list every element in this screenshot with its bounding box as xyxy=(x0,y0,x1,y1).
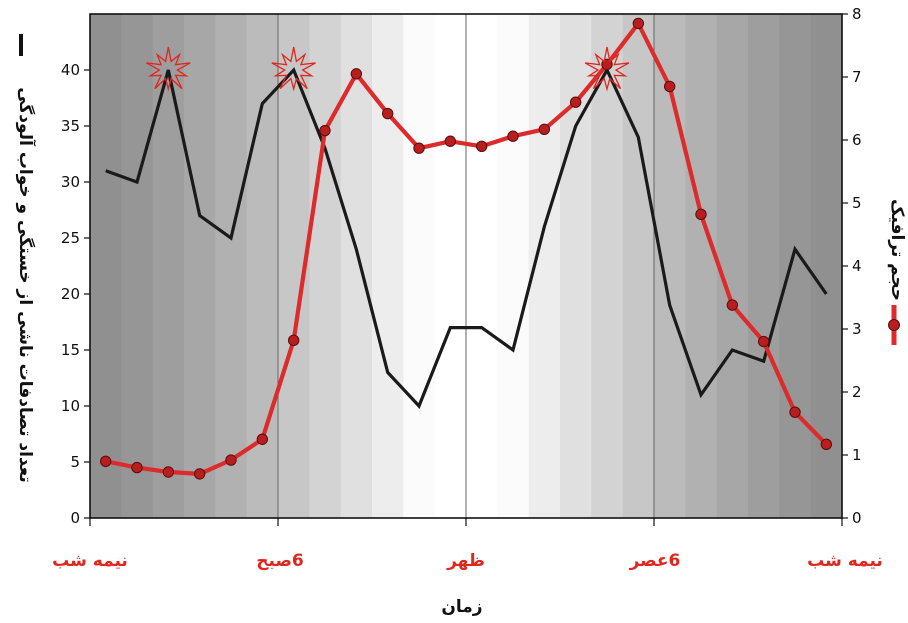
traffic-point xyxy=(820,438,833,450)
traffic-point xyxy=(538,123,551,135)
shade-band xyxy=(748,14,780,518)
peak-burst-icon xyxy=(584,46,630,92)
peak-burst-icon xyxy=(146,46,191,92)
shade-band xyxy=(121,14,154,518)
traffic-series xyxy=(99,17,833,480)
y-left-tick-label: 10 xyxy=(61,397,80,415)
left-axis: 0 5 10 15 20 25 30 35 40 xyxy=(61,61,90,527)
shade-band xyxy=(654,14,686,518)
traffic-point xyxy=(507,130,519,142)
y-right-tick-label: 6 xyxy=(852,131,862,149)
accidents-series xyxy=(105,66,828,409)
shade-band xyxy=(90,14,122,518)
y-left-tick-label: 15 xyxy=(61,341,80,359)
y-right-tick-label: 1 xyxy=(852,446,862,464)
y-left-tick-label: 20 xyxy=(61,285,80,303)
x-tick-label: ظهر xyxy=(446,551,485,571)
peak-burst-icon xyxy=(271,46,316,92)
shade-band xyxy=(685,14,718,518)
traffic-point xyxy=(193,468,206,480)
shade-band xyxy=(497,14,530,518)
shade-band xyxy=(466,14,498,518)
legend-red-marker-swatch xyxy=(888,319,900,331)
x-axis-label: زمان xyxy=(441,597,482,617)
y-left-tick-label: 25 xyxy=(61,229,80,247)
traffic-point xyxy=(632,17,645,30)
shade-band xyxy=(716,14,749,518)
right-axis: 0 1 2 3 4 5 6 7 8 xyxy=(842,5,862,527)
traffic-point xyxy=(162,466,175,478)
traffic-point xyxy=(475,140,488,153)
y-left-tick-label: 30 xyxy=(61,173,80,191)
shade-band xyxy=(403,14,436,518)
shade-band xyxy=(591,14,624,518)
traffic-point xyxy=(569,96,582,108)
time-divider-lines xyxy=(277,14,655,518)
traffic-point xyxy=(319,124,331,137)
traffic-point xyxy=(444,135,457,147)
traffic-point xyxy=(413,142,425,154)
traffic-point xyxy=(726,299,739,311)
traffic-point xyxy=(695,208,707,221)
x-tick-label: نیمه شب xyxy=(52,551,128,571)
traffic-point xyxy=(287,334,300,347)
accidents-line xyxy=(105,66,828,409)
y-left-label: تعداد تصادفات ناشی از خستگی و خواب آلودگ… xyxy=(15,87,37,483)
traffic-point xyxy=(256,433,269,445)
traffic-point xyxy=(99,455,112,467)
y-right-tick-label: 4 xyxy=(852,257,862,275)
peak-markers xyxy=(146,46,630,92)
traffic-point xyxy=(663,80,676,93)
shade-band xyxy=(434,14,467,518)
y-right-tick-label: 3 xyxy=(852,320,862,338)
x-tick-label: نیمه شب xyxy=(807,551,883,571)
y-right-legend xyxy=(888,305,900,345)
shade-band xyxy=(372,14,404,518)
traffic-point xyxy=(225,454,237,466)
y-right-tick-label: 2 xyxy=(852,383,862,401)
y-right-tick-label: 7 xyxy=(852,68,862,86)
shade-band xyxy=(340,14,373,518)
y-right-tick-label: 5 xyxy=(852,194,862,212)
shade-band xyxy=(622,14,655,518)
traffic-point xyxy=(131,461,143,474)
shade-band xyxy=(215,14,248,518)
traffic-point xyxy=(757,335,770,348)
y-right-tick-label: 0 xyxy=(852,509,862,527)
y-right-label: حجم ترافیک xyxy=(887,199,907,301)
y-left-tick-label: 40 xyxy=(61,61,80,79)
traffic-point xyxy=(350,68,363,80)
shade-band xyxy=(152,14,185,518)
y-right-tick-label: 8 xyxy=(852,5,862,23)
y-left-tick-label: 35 xyxy=(61,117,80,135)
x-tick-label: 6صبح xyxy=(256,551,303,571)
traffic-point xyxy=(381,107,394,120)
shade-band xyxy=(184,14,216,518)
y-left-tick-label: 5 xyxy=(70,453,80,471)
shade-band xyxy=(309,14,342,518)
traffic-point xyxy=(789,406,801,418)
y-left-tick-label: 0 xyxy=(70,509,80,527)
x-tick-label: 6عصر xyxy=(629,551,681,571)
x-axis: نیمه شب 6صبح ظهر 6عصر نیمه شب xyxy=(52,518,883,571)
time-of-day-shading xyxy=(90,14,843,518)
